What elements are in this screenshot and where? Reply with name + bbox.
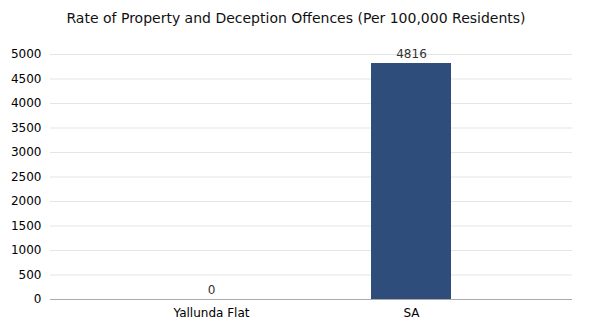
svg-text:500: 500	[19, 268, 42, 282]
svg-text:Yallunda Flat: Yallunda Flat	[173, 306, 250, 320]
svg-text:5000: 5000	[11, 47, 42, 61]
svg-text:4500: 4500	[11, 72, 42, 86]
svg-text:3000: 3000	[11, 145, 42, 159]
svg-text:0: 0	[34, 292, 42, 306]
svg-text:4816: 4816	[396, 47, 427, 61]
svg-text:SA: SA	[403, 306, 420, 320]
svg-text:0: 0	[208, 283, 216, 297]
svg-text:1000: 1000	[11, 243, 42, 257]
svg-text:3500: 3500	[11, 121, 42, 135]
html-text:Rate of Property and Deception: Rate of Property and Deception Offences …	[66, 10, 526, 26]
svg-text:4000: 4000	[11, 96, 42, 110]
svg-text:2000: 2000	[11, 194, 42, 208]
svg-text:1500: 1500	[11, 219, 42, 233]
svg-text:2500: 2500	[11, 170, 42, 184]
